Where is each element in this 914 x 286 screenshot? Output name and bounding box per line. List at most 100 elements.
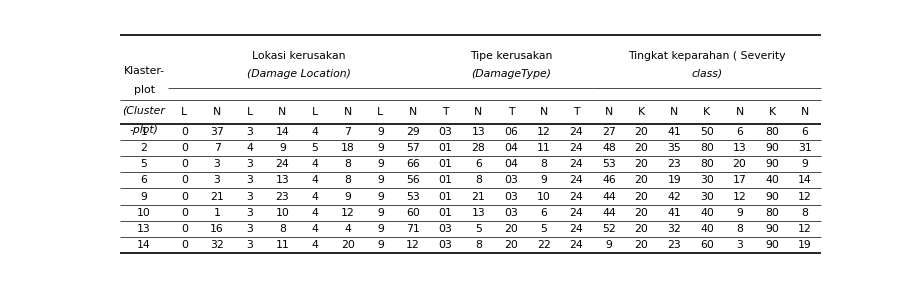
Text: 80: 80 [700,143,714,153]
Text: 10: 10 [537,192,550,202]
Text: 4: 4 [345,224,351,234]
Text: 24: 24 [569,143,583,153]
Text: plot: plot [133,86,154,96]
Text: 9: 9 [141,192,147,202]
Text: 20: 20 [634,175,649,185]
Text: 37: 37 [210,127,224,137]
Text: 60: 60 [700,240,714,250]
Text: 30: 30 [700,175,714,185]
Text: 0: 0 [181,127,188,137]
Text: L: L [312,107,318,117]
Text: N: N [801,107,809,117]
Text: 3: 3 [246,224,253,234]
Text: 53: 53 [406,192,420,202]
Text: 3: 3 [214,175,220,185]
Text: 20: 20 [634,192,649,202]
Text: class): class) [691,69,722,79]
Text: 20: 20 [733,159,747,169]
Text: 24: 24 [569,175,583,185]
Text: 13: 13 [137,224,151,234]
Text: 40: 40 [700,224,714,234]
Text: 13: 13 [733,143,747,153]
Text: 13: 13 [275,175,289,185]
Text: 12: 12 [341,208,355,218]
Text: 7: 7 [214,143,220,153]
Text: 80: 80 [700,159,714,169]
Text: 01: 01 [439,208,452,218]
Text: 23: 23 [275,192,289,202]
Text: 3: 3 [246,175,253,185]
Text: 01: 01 [439,192,452,202]
Text: 4: 4 [312,127,318,137]
Text: 1: 1 [214,208,220,218]
Text: 28: 28 [472,143,485,153]
Text: 12: 12 [798,224,812,234]
Text: L: L [247,107,253,117]
Text: 22: 22 [537,240,550,250]
Text: 20: 20 [634,143,649,153]
Text: N: N [344,107,352,117]
Text: 48: 48 [602,143,616,153]
Text: 35: 35 [667,143,681,153]
Text: 4: 4 [312,175,318,185]
Text: 24: 24 [569,224,583,234]
Text: 41: 41 [667,127,681,137]
Text: 41: 41 [667,208,681,218]
Text: 9: 9 [377,224,384,234]
Text: 42: 42 [667,192,681,202]
Text: 03: 03 [504,208,518,218]
Text: 46: 46 [602,175,616,185]
Text: 4: 4 [312,224,318,234]
Text: 4: 4 [246,143,253,153]
Text: 90: 90 [765,143,779,153]
Text: 11: 11 [275,240,289,250]
Text: 24: 24 [569,240,583,250]
Text: 19: 19 [798,240,812,250]
Text: 01: 01 [439,175,452,185]
Text: 10: 10 [275,208,290,218]
Text: (DamageType): (DamageType) [471,69,551,79]
Text: 03: 03 [439,224,452,234]
Text: 4: 4 [312,240,318,250]
Text: 44: 44 [602,192,616,202]
Text: 52: 52 [602,224,616,234]
Text: 4: 4 [312,192,318,202]
Text: 6: 6 [736,127,743,137]
Text: 0: 0 [181,208,188,218]
Text: 21: 21 [210,192,224,202]
Text: 4: 4 [312,159,318,169]
Text: 90: 90 [765,240,779,250]
Text: 8: 8 [345,175,351,185]
Text: 71: 71 [406,224,420,234]
Text: 24: 24 [275,159,289,169]
Text: 20: 20 [634,208,649,218]
Text: 40: 40 [700,208,714,218]
Text: 03: 03 [439,127,452,137]
Text: (Damage Location): (Damage Location) [247,69,351,79]
Text: 4: 4 [312,208,318,218]
Text: 24: 24 [569,192,583,202]
Text: (Cluster: (Cluster [122,105,165,115]
Text: 24: 24 [569,159,583,169]
Text: 6: 6 [475,159,482,169]
Text: Lokasi kerusakan: Lokasi kerusakan [252,51,345,61]
Text: L: L [377,107,383,117]
Text: 20: 20 [634,159,649,169]
Text: 12: 12 [406,240,420,250]
Text: 23: 23 [667,240,681,250]
Text: 5: 5 [141,159,147,169]
Text: 56: 56 [406,175,420,185]
Text: 13: 13 [472,208,485,218]
Text: 32: 32 [210,240,224,250]
Text: 9: 9 [377,159,384,169]
Text: 3: 3 [246,240,253,250]
Text: 6: 6 [141,175,147,185]
Text: N: N [539,107,547,117]
Text: 31: 31 [798,143,812,153]
Text: Tipe kerusakan: Tipe kerusakan [470,51,552,61]
Text: 04: 04 [504,159,518,169]
Text: 9: 9 [736,208,743,218]
Text: 14: 14 [137,240,151,250]
Text: 0: 0 [181,224,188,234]
Text: 57: 57 [406,143,420,153]
